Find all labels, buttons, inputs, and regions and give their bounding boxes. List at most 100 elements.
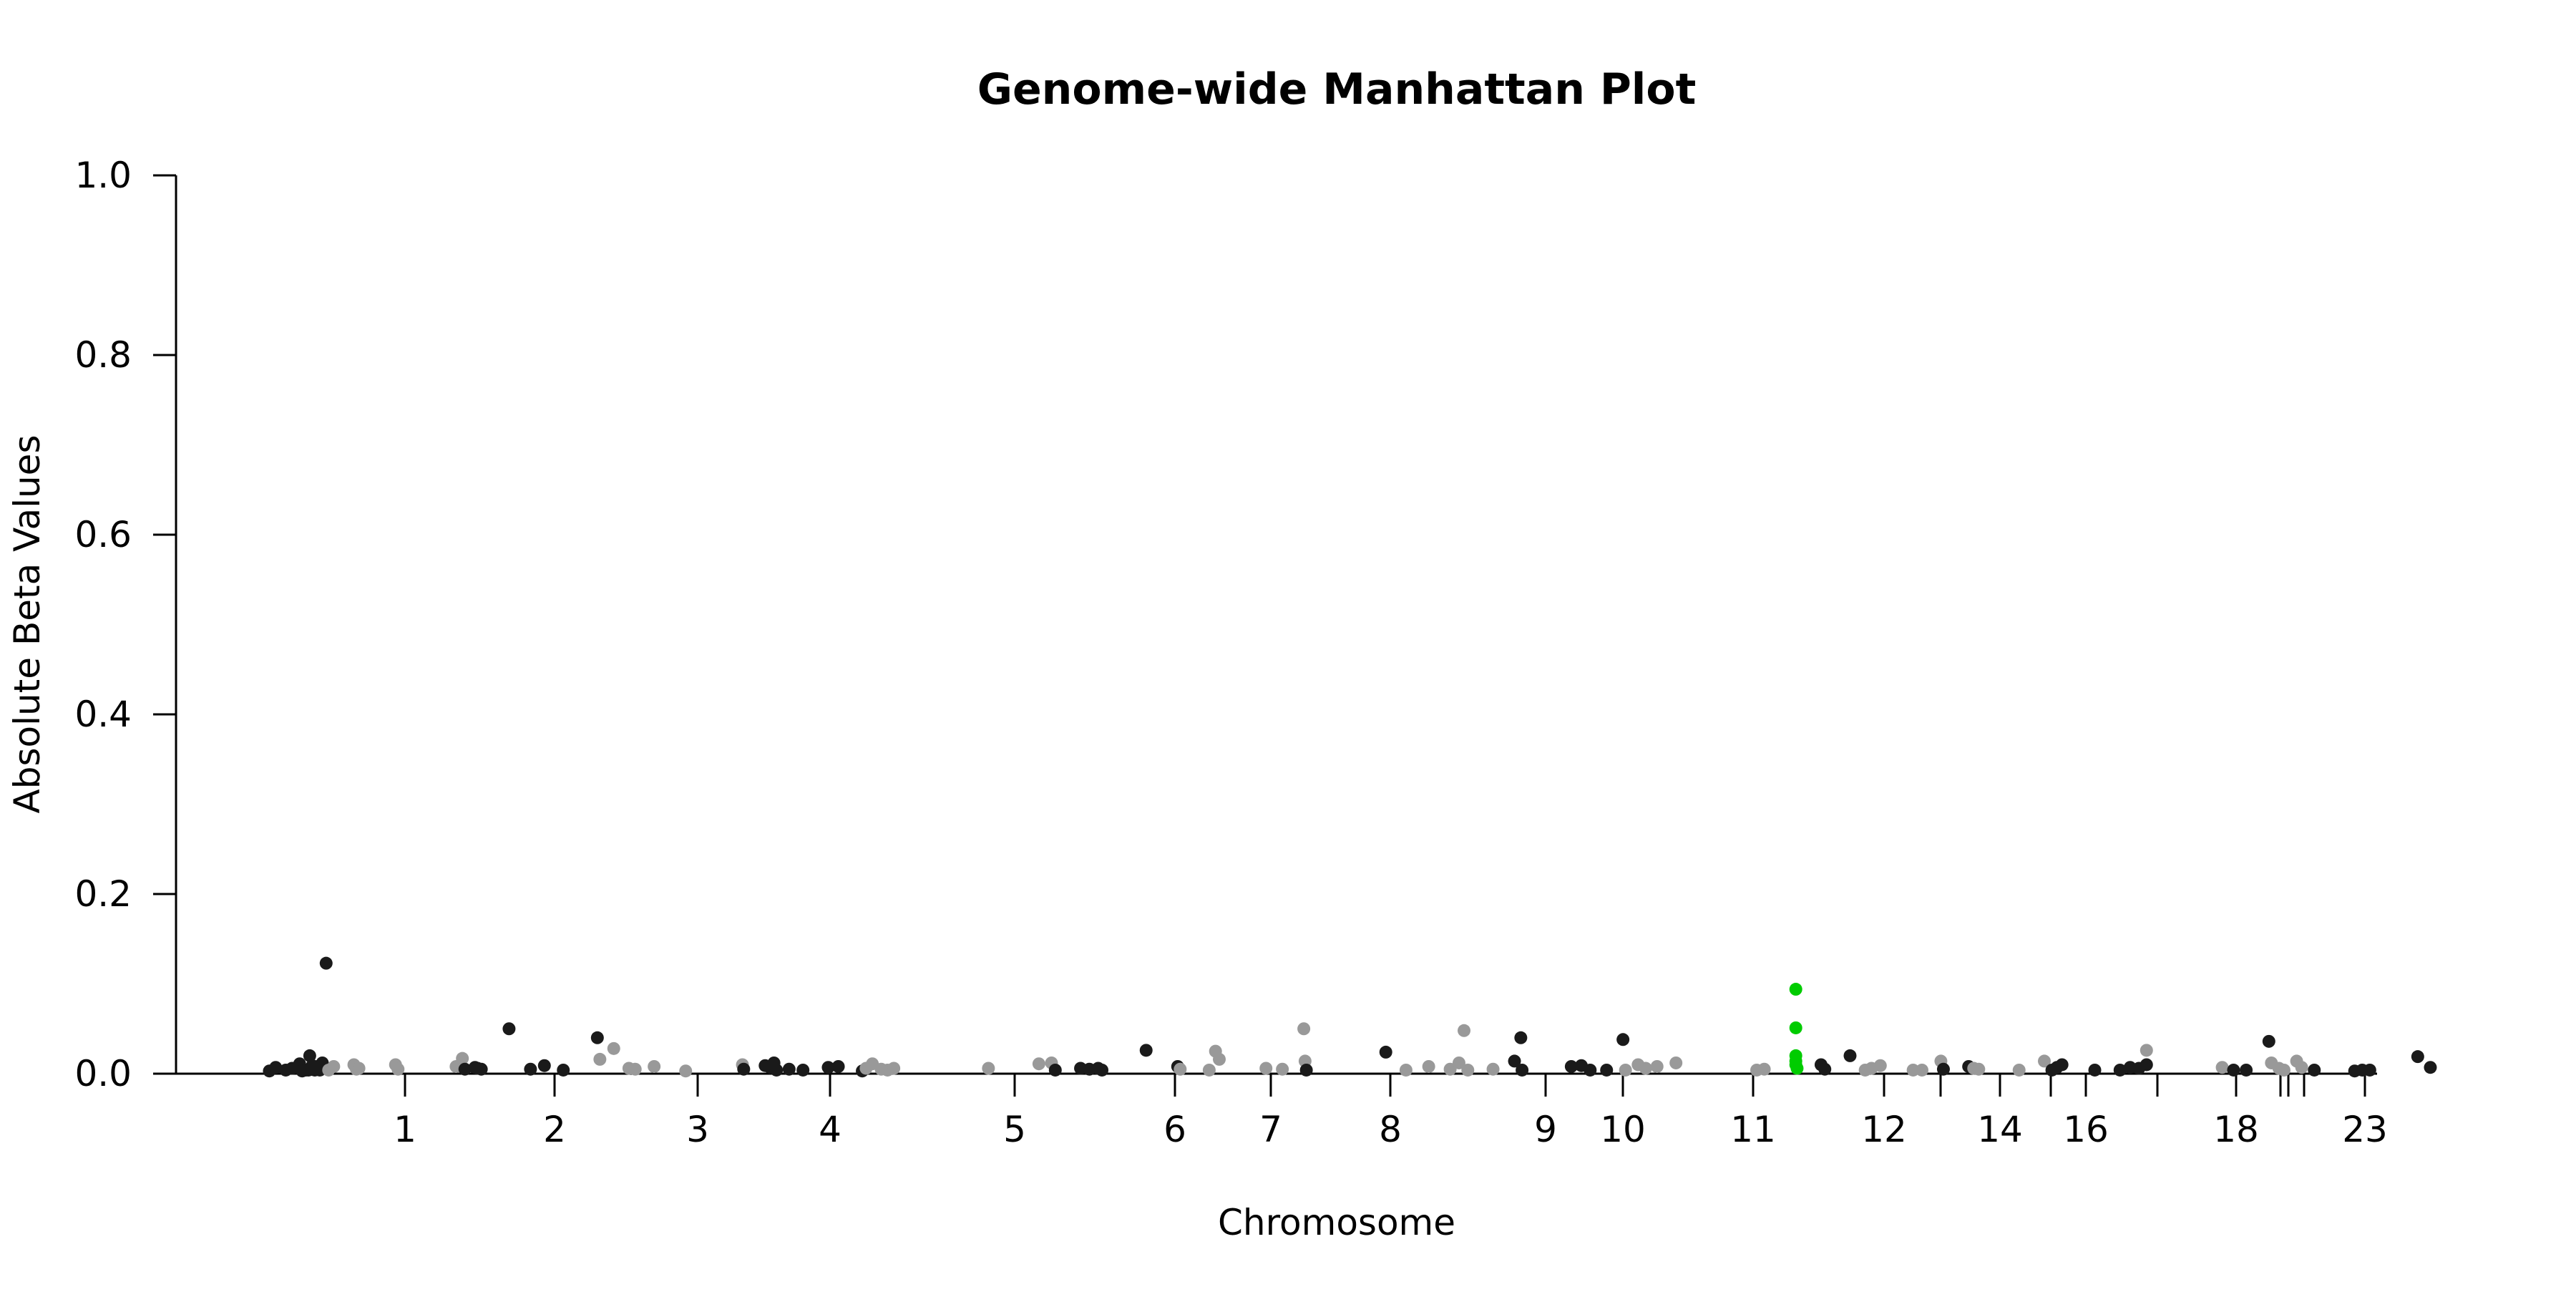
y-tick-label: 0.4 <box>74 694 132 735</box>
data-point <box>2424 1061 2437 1074</box>
data-point <box>593 1052 607 1066</box>
data-point <box>2140 1058 2153 1072</box>
data-point <box>2262 1034 2275 1048</box>
data-point <box>1379 1045 1392 1059</box>
data-point <box>796 1063 810 1077</box>
data-point <box>391 1062 405 1076</box>
x-tick-label: 18 <box>2213 1109 2259 1150</box>
data-point <box>1616 1033 1630 1046</box>
data-point <box>590 1031 604 1044</box>
data-point <box>1843 1049 1857 1062</box>
data-point <box>628 1062 642 1076</box>
x-tick-label: 1 <box>394 1109 416 1150</box>
data-point <box>1514 1031 1528 1044</box>
data-point <box>1650 1059 1664 1073</box>
data-point <box>537 1059 551 1072</box>
data-point <box>2037 1054 2051 1068</box>
chart-title: Genome-wide Manhattan Plot <box>977 64 1697 115</box>
x-tick-label: 23 <box>2342 1109 2388 1150</box>
data-point <box>1906 1063 1920 1077</box>
data-point <box>1399 1063 1413 1077</box>
x-tick-label: 7 <box>1259 1109 1282 1150</box>
data-point <box>1789 983 1802 996</box>
data-point <box>1202 1063 1216 1077</box>
data-point <box>2227 1063 2240 1077</box>
data-point <box>352 1062 366 1075</box>
x-tick-label: 3 <box>686 1109 709 1150</box>
x-tick-label: 10 <box>1600 1109 1646 1150</box>
y-tick-label: 0.8 <box>74 334 132 376</box>
data-point <box>1516 1063 1529 1077</box>
data-point <box>2140 1044 2153 1057</box>
data-point <box>1639 1062 1652 1075</box>
data-point <box>1259 1062 1273 1075</box>
data-point <box>1486 1062 1500 1076</box>
data-point <box>831 1059 845 1073</box>
data-point <box>2215 1061 2229 1074</box>
data-point <box>982 1062 995 1075</box>
data-point <box>1873 1059 1887 1072</box>
data-point <box>2295 1061 2308 1074</box>
data-point <box>1818 1062 1832 1076</box>
data-point <box>2088 1063 2102 1077</box>
data-point <box>2308 1063 2321 1077</box>
data-point <box>319 956 333 970</box>
data-point <box>770 1063 784 1077</box>
data-point <box>1048 1063 1062 1077</box>
y-axis: 0.0 0.2 0.4 0.6 0.8 1.0 <box>74 155 177 1094</box>
data-point <box>648 1059 661 1073</box>
data-point <box>557 1063 570 1077</box>
data-point <box>1174 1062 1187 1076</box>
data-point <box>2277 1063 2290 1077</box>
data-point <box>1212 1052 1226 1066</box>
data-point <box>456 1051 469 1065</box>
x-tick-label: 4 <box>819 1109 841 1150</box>
data-point <box>1915 1063 1928 1077</box>
data-point <box>2240 1063 2253 1077</box>
data-point <box>1669 1056 1683 1069</box>
x-axis-label: Chromosome <box>1218 1202 1455 1243</box>
data-point <box>1789 1021 1802 1034</box>
data-point <box>1936 1062 1950 1076</box>
x-tick-label: 12 <box>1861 1109 1907 1150</box>
data-point <box>887 1062 901 1075</box>
data-point <box>1790 1062 1804 1075</box>
y-tick-label: 0.2 <box>74 873 132 915</box>
data-point <box>1757 1062 1771 1076</box>
data-point <box>2113 1063 2127 1077</box>
x-tick-label: 11 <box>1730 1109 1776 1150</box>
data-point <box>1508 1054 1521 1068</box>
data-point <box>2012 1063 2026 1077</box>
data-point <box>1096 1063 1109 1077</box>
x-tick-label: 8 <box>1379 1109 1402 1150</box>
y-axis-label: Absolute Beta Values <box>6 435 48 814</box>
data-point <box>327 1059 341 1073</box>
x-tick-label: 5 <box>1003 1109 1026 1150</box>
data-point <box>2055 1058 2069 1072</box>
x-tick-label: 16 <box>2063 1109 2109 1150</box>
x-tick-label: 9 <box>1534 1109 1557 1150</box>
data-point <box>1600 1063 1614 1077</box>
y-tick-label: 0.0 <box>74 1053 132 1094</box>
data-point <box>1461 1063 1475 1077</box>
data-point <box>1299 1063 1313 1077</box>
data-point <box>1458 1024 1471 1037</box>
data-point <box>502 1022 516 1036</box>
data-points <box>263 956 2437 1078</box>
data-point <box>2363 1063 2376 1077</box>
data-point <box>1297 1022 1311 1036</box>
data-point <box>1972 1062 1986 1076</box>
x-axis: 1 2 3 4 5 6 7 8 9 10 11 12 14 16 18 23 <box>176 1072 2388 1150</box>
data-point <box>782 1062 796 1076</box>
y-tick-label: 1.0 <box>74 155 132 196</box>
data-point <box>2411 1050 2424 1064</box>
data-point <box>1584 1063 1597 1077</box>
data-point <box>1139 1044 1153 1057</box>
data-point <box>1452 1056 1465 1069</box>
data-point <box>737 1062 751 1076</box>
data-point <box>1276 1062 1289 1076</box>
data-point <box>303 1049 316 1062</box>
data-point <box>1032 1057 1045 1071</box>
data-point <box>821 1061 835 1074</box>
